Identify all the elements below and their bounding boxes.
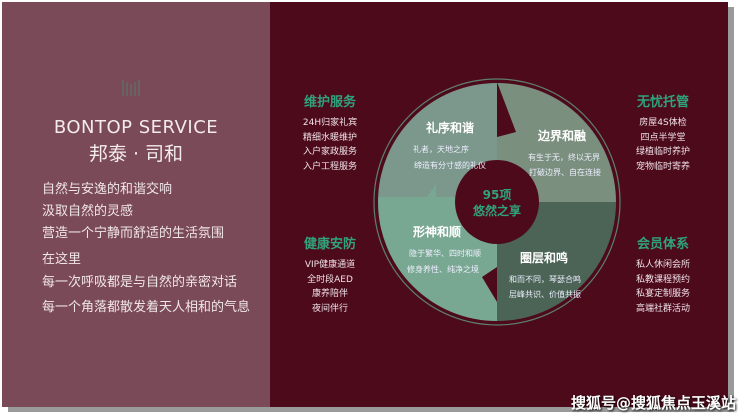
segment-text: 打破边界、自在连接 bbox=[529, 167, 601, 177]
column-item: 房屋4S体检 bbox=[639, 118, 687, 128]
column-item: 夜间伴行 bbox=[311, 303, 348, 314]
slide: BONTOP SERVICE 邦泰 · 司和 自然与安逸的和谐交响 汲取自然的灵… bbox=[2, 2, 728, 407]
segment-title: 形神和顺 bbox=[413, 224, 461, 239]
segment-text: 隐于繁华、四时和顺 bbox=[409, 248, 481, 258]
column-item: 高端社群活动 bbox=[635, 303, 690, 314]
wheel-ring bbox=[373, 78, 621, 326]
service-wheel: 95项 悠然之享 礼序和谐 礼者，天地之序 缔造有分寸感的礼仪 边界和融 有生于… bbox=[373, 78, 621, 326]
column-title: 健康安防 bbox=[303, 237, 356, 252]
column-item: 入户工程服务 bbox=[302, 161, 357, 172]
intro-line: 在这里 bbox=[42, 252, 82, 267]
intro-line: 每一个角落都散发着天人相和的气息 bbox=[42, 300, 251, 315]
segment-text: 有生于无，终以无界 bbox=[528, 152, 600, 162]
column-item: 私宴定制服务 bbox=[635, 289, 690, 299]
column-item: 入户家政服务 bbox=[302, 147, 357, 157]
service-column-custody: 无忧托管 房屋4S体检 四点半学堂 绿植临时养护 宠物临时寄养 bbox=[608, 91, 718, 174]
column-item: VIP健康通道 bbox=[304, 260, 356, 270]
segment-title: 圈层和鸣 bbox=[520, 250, 568, 265]
center-count: 95项 bbox=[483, 188, 512, 202]
column-item: 私人休闲会所 bbox=[635, 260, 690, 270]
segment-title: 礼序和谐 bbox=[426, 120, 474, 135]
wheel-center bbox=[455, 160, 539, 244]
column-item: 四点半学堂 bbox=[640, 132, 686, 143]
intro-line: 自然与安逸的和谐交响 bbox=[42, 182, 173, 197]
column-item: 精细水暖维护 bbox=[302, 132, 357, 143]
intro-line: 每一次呼吸都是与自然的亲密对话 bbox=[42, 275, 238, 290]
column-title: 会员体系 bbox=[636, 237, 689, 252]
watermark: 搜狐号@搜狐焦点玉溪站 bbox=[570, 394, 736, 412]
brand-title-cn: 邦泰 · 司和 bbox=[88, 143, 184, 165]
segment-text: 和而不同，琴瑟合鸣 bbox=[509, 274, 581, 284]
column-item: 全时段AED bbox=[307, 274, 353, 285]
left-panel: BONTOP SERVICE 邦泰 · 司和 自然与安逸的和谐交响 汲取自然的灵… bbox=[2, 2, 270, 407]
intro-line: 汲取自然的灵感 bbox=[42, 204, 134, 219]
column-title: 无忧托管 bbox=[636, 95, 689, 110]
service-column-membership: 会员体系 私人休闲会所 私教课程预约 私宴定制服务 高端社群活动 bbox=[608, 233, 718, 316]
service-column-maintenance: 维护服务 24H归家礼宾 精细水暖维护 入户家政服务 入户工程服务 bbox=[275, 91, 385, 174]
segment-title: 边界和融 bbox=[537, 128, 586, 143]
service-column-health: 健康安防 VIP健康通道 全时段AED 康养陪伴 夜间伴行 bbox=[275, 233, 385, 316]
segment-text: 礼者，天地之序 bbox=[413, 144, 469, 154]
column-item: 绿植临时养护 bbox=[635, 147, 690, 157]
segment-text: 修身养性、纯净之境 bbox=[407, 264, 479, 274]
brand-logo-icon bbox=[122, 80, 140, 96]
segment-text: 缔造有分寸感的礼仪 bbox=[414, 160, 486, 170]
column-item: 宠物临时寄养 bbox=[635, 161, 690, 172]
column-item: 康养陪伴 bbox=[311, 289, 348, 299]
brand-title-en: BONTOP SERVICE bbox=[53, 117, 219, 138]
column-item: 私教课程预约 bbox=[635, 274, 690, 285]
column-item: 24H归家礼宾 bbox=[302, 118, 358, 128]
column-title: 维护服务 bbox=[303, 95, 356, 110]
segment-text: 层峰共识、价值共振 bbox=[509, 289, 581, 299]
center-label: 悠然之享 bbox=[472, 203, 521, 218]
intro-line: 营造一个宁静而舒适的生活氛围 bbox=[42, 226, 225, 241]
